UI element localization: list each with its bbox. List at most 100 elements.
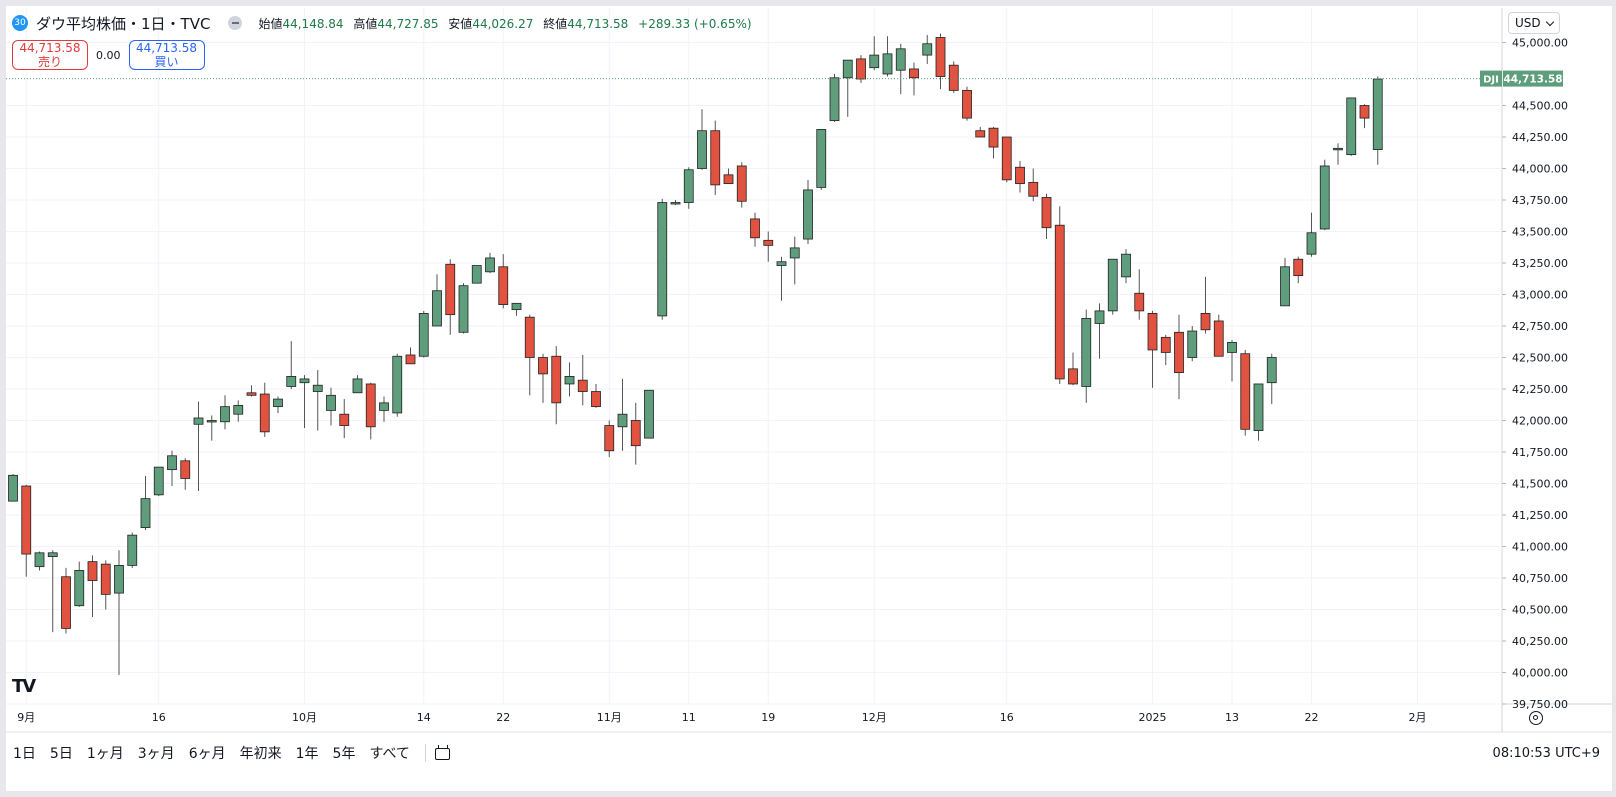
candle-body xyxy=(114,565,124,594)
x-tick-label: 16 xyxy=(1000,711,1014,724)
grid-lines xyxy=(6,8,1612,733)
x-tick-label: 9月 xyxy=(17,711,35,724)
range-button-3[interactable]: 3ヶ月 xyxy=(137,746,175,762)
candle-body xyxy=(909,68,919,79)
candle xyxy=(286,341,297,389)
candle xyxy=(259,382,270,437)
candle xyxy=(564,362,575,397)
calendar-icon[interactable] xyxy=(434,745,452,761)
candle-body xyxy=(471,265,482,284)
candle-body xyxy=(365,383,376,428)
sell-price: 44,713.58 xyxy=(19,41,81,55)
candle xyxy=(273,396,283,413)
candle xyxy=(1134,269,1145,320)
candle-body xyxy=(657,202,668,317)
range-button-6[interactable]: 1年 xyxy=(295,746,319,762)
candle xyxy=(697,109,707,170)
candle xyxy=(1253,383,1264,441)
y-tick-label: 41,250.00 xyxy=(1512,509,1568,522)
candle xyxy=(723,168,734,185)
candle xyxy=(1187,326,1198,362)
candle xyxy=(1293,256,1304,284)
candle xyxy=(1121,249,1131,284)
hide-icon[interactable] xyxy=(228,16,243,30)
candle xyxy=(180,458,191,490)
candle-body xyxy=(644,389,654,439)
candle xyxy=(577,354,588,406)
candle-body xyxy=(1147,312,1158,351)
candle xyxy=(233,400,244,422)
last-price-line: DJI 44,713.58 xyxy=(6,70,1563,87)
candle-body xyxy=(1001,136,1012,181)
candle-body xyxy=(1306,232,1317,255)
range-button-0[interactable]: 1日 xyxy=(13,746,36,762)
candle xyxy=(1372,76,1383,165)
range-button-1[interactable]: 5日 xyxy=(49,746,73,762)
candle xyxy=(803,179,813,245)
candle-body xyxy=(710,130,721,186)
candle xyxy=(61,567,71,634)
symbol-title[interactable]: ダウ平均株価・1日・TVC xyxy=(36,14,211,33)
currency-select[interactable]: USD xyxy=(1508,12,1560,34)
candle-body xyxy=(74,570,85,607)
candle xyxy=(988,126,999,159)
candle xyxy=(922,34,933,64)
clock[interactable]: 08:10:53 UTC+9 xyxy=(1492,745,1600,761)
candle xyxy=(246,385,257,397)
divider xyxy=(424,744,426,762)
candle xyxy=(1359,104,1370,129)
candle-body xyxy=(1081,318,1092,387)
candle xyxy=(895,43,906,95)
candle xyxy=(498,254,509,309)
y-tick-label: 43,750.00 xyxy=(1512,194,1568,207)
y-tick-label: 45,000.00 xyxy=(1512,37,1568,50)
gear-icon[interactable] xyxy=(1529,711,1543,725)
range-button-4[interactable]: 6ヶ月 xyxy=(188,746,226,762)
y-tick-label: 40,250.00 xyxy=(1512,635,1568,648)
candle-body xyxy=(789,247,800,259)
sell-button[interactable]: 44,713.58 売り xyxy=(12,40,88,70)
candle xyxy=(776,256,787,301)
tradingview-logo[interactable]: TV xyxy=(12,676,36,697)
range-button-5[interactable]: 年初来 xyxy=(239,746,282,762)
candle-body xyxy=(445,263,456,316)
y-tick-label: 39,750.00 xyxy=(1512,698,1568,711)
candle-body xyxy=(1094,310,1105,324)
candle xyxy=(299,375,310,429)
candle-body xyxy=(1160,336,1171,353)
candle xyxy=(1068,352,1078,386)
candle-body xyxy=(61,576,71,629)
candle xyxy=(1094,303,1105,359)
candle-body xyxy=(697,130,707,169)
candle-body xyxy=(458,285,469,333)
candle xyxy=(8,474,18,502)
candle xyxy=(657,198,668,320)
symbol-badge[interactable]: 30 xyxy=(12,15,28,31)
candle-body xyxy=(922,43,933,56)
y-tick-label: 42,250.00 xyxy=(1512,383,1568,396)
candle xyxy=(789,236,800,285)
spread-value: 0.00 xyxy=(96,48,121,62)
buy-button[interactable]: 44,713.58 買い xyxy=(128,40,205,70)
candle-body xyxy=(842,59,853,79)
chevron-down-icon xyxy=(1545,17,1555,26)
x-tick-label: 14 xyxy=(417,711,431,724)
candle-body xyxy=(803,189,813,240)
bottom-toolbar: 1日 5日 1ヶ月 3ヶ月 6ヶ月 年初来 1年 5年 すべて 08:10:53 UTC+9 xyxy=(6,738,1612,768)
candle-body xyxy=(962,89,972,119)
candle xyxy=(1333,143,1343,165)
candle xyxy=(551,346,562,425)
range-button-2[interactable]: 1ヶ月 xyxy=(86,746,124,762)
candle-body xyxy=(630,420,641,447)
range-button-8[interactable]: すべて xyxy=(369,746,410,762)
candle-body xyxy=(882,53,893,75)
y-tick-label: 41,500.00 xyxy=(1512,478,1568,491)
range-button-7[interactable]: 5年 xyxy=(332,746,356,762)
candle-body xyxy=(21,485,32,555)
candle xyxy=(683,167,694,209)
y-tick-label: 42,000.00 xyxy=(1512,415,1568,428)
candle-body xyxy=(975,130,986,138)
candle xyxy=(909,62,919,96)
high-label: 高値 xyxy=(353,16,378,31)
